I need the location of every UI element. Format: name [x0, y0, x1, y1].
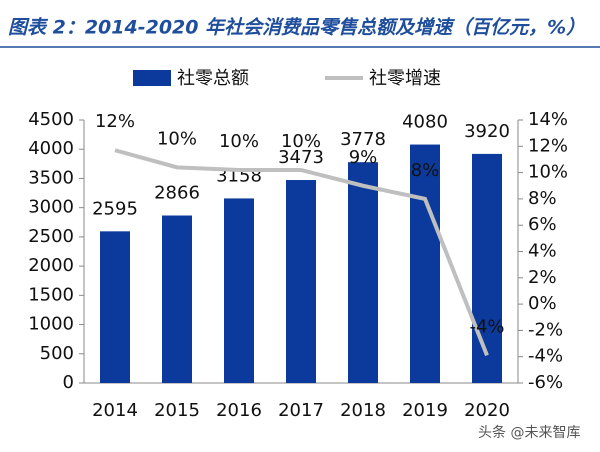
line-value-label: 8%	[411, 160, 440, 181]
y-tick-label: 500	[40, 343, 74, 364]
line-value-label: 9%	[349, 147, 378, 168]
bar	[224, 198, 254, 383]
y2-tick-label: 8%	[528, 188, 557, 209]
x-tick-label: 2019	[402, 400, 448, 421]
y2-tick-label: 12%	[528, 135, 568, 156]
bar	[162, 215, 192, 383]
y2-tick-label: 10%	[528, 162, 568, 183]
bar-value-label: 3778	[340, 129, 386, 150]
x-tick-label: 2017	[278, 400, 324, 421]
bar-value-label: 4080	[402, 112, 448, 133]
y-tick-label: 3500	[28, 167, 74, 188]
bar	[472, 153, 502, 383]
line-value-label: 10%	[157, 128, 197, 149]
y2-tick-label: 14%	[528, 109, 568, 130]
bar-value-label: 2595	[92, 198, 138, 219]
x-tick-label: 2016	[216, 400, 262, 421]
bar-value-label: 3473	[278, 147, 324, 168]
legend-label: 社零增速	[369, 68, 441, 89]
bar	[410, 144, 440, 383]
y-tick-label: 0	[63, 372, 74, 393]
bar	[286, 180, 316, 383]
bar-value-label: 2866	[154, 182, 200, 203]
y-tick-label: 1000	[28, 314, 74, 335]
y2-tick-label: -2%	[528, 319, 563, 340]
y2-tick-label: -6%	[528, 372, 563, 393]
line	[114, 148, 489, 357]
watermark: 头条 @未来智库	[478, 424, 580, 441]
bar	[100, 231, 130, 383]
y-tick-label: 2500	[28, 226, 74, 247]
y-tick-label: 4000	[28, 138, 74, 159]
x-tick-label: 2014	[92, 400, 138, 421]
line-value-label: 10%	[281, 131, 321, 152]
y2-tick-label: 2%	[528, 267, 557, 288]
y2-tick-label: 6%	[528, 214, 557, 235]
line-value-label: -4%	[469, 316, 504, 337]
y2-tick-label: -4%	[528, 346, 563, 367]
chart-title: 图表 2：2014-2020 年社会消费品零售总额及增速（百亿元，%）	[8, 17, 585, 39]
x-tick-label: 2018	[340, 400, 386, 421]
x-tick-label: 2015	[154, 400, 200, 421]
y-tick-label: 1500	[28, 284, 74, 305]
legend-swatch	[133, 70, 171, 86]
line-value-label: 10%	[219, 131, 259, 152]
bar-value-label: 3920	[464, 121, 510, 142]
y2-tick-label: 0%	[528, 293, 557, 314]
y2-tick-label: 4%	[528, 241, 557, 262]
line-value-label: 12%	[95, 111, 135, 132]
y-tick-label: 4500	[28, 109, 74, 130]
legend-label: 社零总额	[177, 68, 249, 89]
y-tick-label: 2000	[28, 255, 74, 276]
x-tick-label: 2020	[464, 400, 510, 421]
bar	[348, 162, 378, 383]
y-tick-label: 3000	[28, 197, 74, 218]
